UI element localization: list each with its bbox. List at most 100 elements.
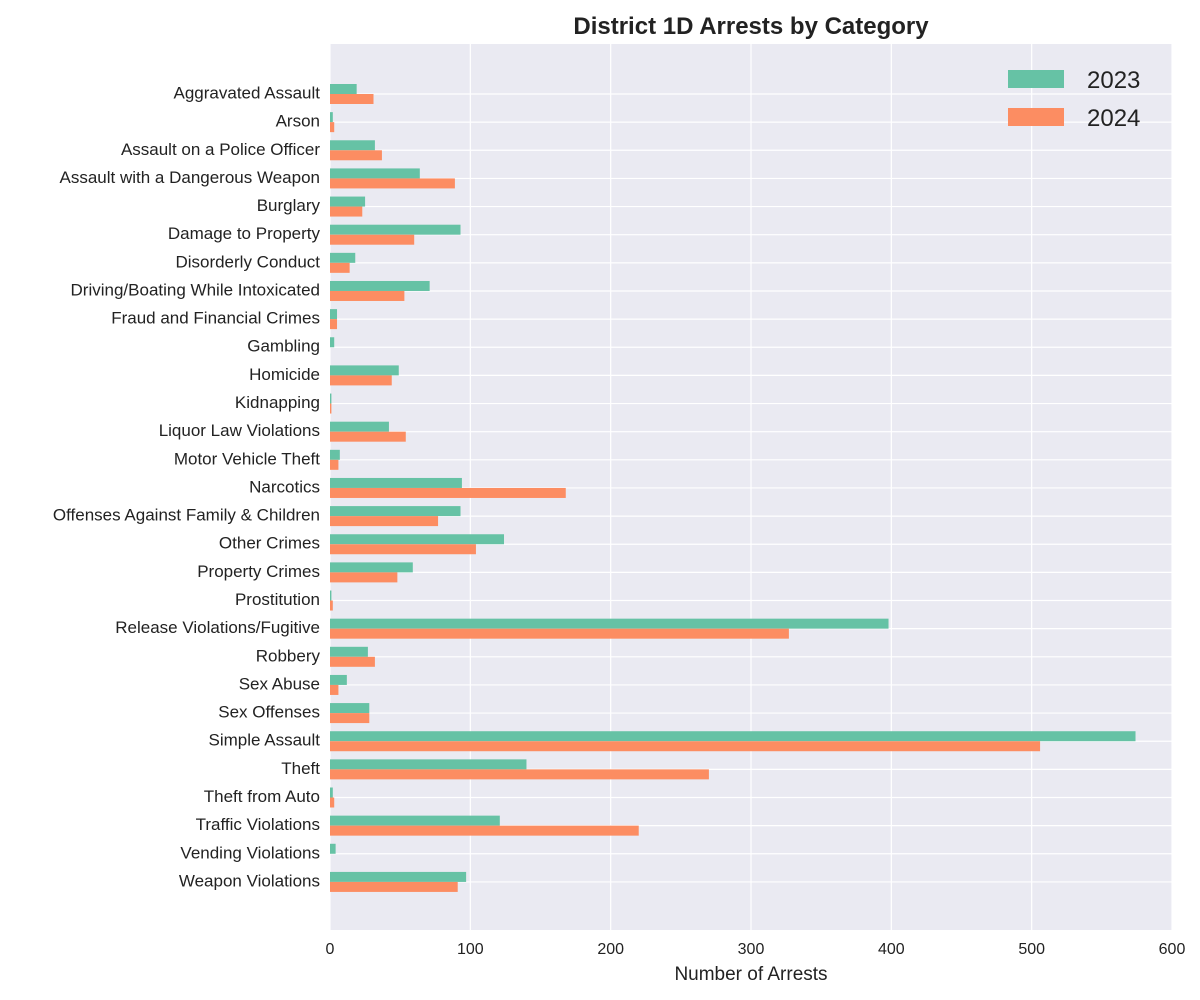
bar-2023 xyxy=(330,590,332,601)
bar-2023 xyxy=(330,703,370,714)
y-tick-label: Aggravated Assault xyxy=(174,83,321,102)
bar-2024 xyxy=(330,403,332,414)
y-tick-label: Sex Abuse xyxy=(239,674,320,693)
bar-2023 xyxy=(330,815,500,826)
x-tick-label: 500 xyxy=(1018,941,1045,958)
y-tick-label: Homicide xyxy=(249,365,320,384)
y-tick-label: Release Violations/Fugitive xyxy=(115,618,320,637)
y-tick-label: Gambling xyxy=(247,337,320,356)
bar-2023 xyxy=(330,787,333,798)
y-tick-label: Robbery xyxy=(256,646,321,665)
y-tick-label: Theft xyxy=(281,759,320,778)
bar-2024 xyxy=(330,544,476,555)
gridlines xyxy=(329,44,1173,930)
bar-2024 xyxy=(330,122,335,133)
y-tick-label: Other Crimes xyxy=(219,534,320,553)
x-tick-label: 300 xyxy=(738,941,765,958)
bar-2023 xyxy=(330,759,527,770)
y-axis-tick-labels: Aggravated Assault Arson Assault on a Poli… xyxy=(53,83,321,890)
bar-2023 xyxy=(330,646,368,657)
x-tick-label: 400 xyxy=(878,941,905,958)
bar-2023 xyxy=(330,477,462,488)
bar-2023 xyxy=(330,562,413,573)
bars xyxy=(330,84,1136,892)
bar-2023 xyxy=(330,168,420,179)
bar-2024 xyxy=(330,881,458,892)
y-tick-label: Driving/Boating While Intoxicated xyxy=(71,280,320,299)
bar-2023 xyxy=(330,871,467,882)
bar-2024 xyxy=(330,375,392,386)
y-tick-label: Sex Offenses xyxy=(218,703,320,722)
legend-swatch-2024 xyxy=(1008,108,1064,126)
y-tick-label: Simple Assault xyxy=(209,731,321,750)
y-tick-label: Property Crimes xyxy=(197,562,320,581)
bar-2024 xyxy=(330,572,398,583)
bar-2024 xyxy=(330,797,335,808)
bar-2023 xyxy=(330,112,333,123)
y-tick-label: Liquor Law Violations xyxy=(159,421,320,440)
y-tick-label: Vending Violations xyxy=(180,843,320,862)
bar-2023 xyxy=(330,674,347,685)
y-tick-label: Assault with a Dangerous Weapon xyxy=(59,168,320,187)
bar-2024 xyxy=(330,262,350,273)
bar-2023 xyxy=(330,196,366,207)
x-tick-label: 100 xyxy=(457,941,484,958)
bar-2024 xyxy=(330,628,789,639)
bar-2024 xyxy=(330,459,339,470)
bar-2024 xyxy=(330,769,709,780)
bar-2023 xyxy=(330,337,335,348)
bar-2023 xyxy=(330,280,430,291)
x-tick-label: 600 xyxy=(1159,941,1186,958)
bar-2024 xyxy=(330,656,375,667)
y-tick-label: Weapon Violations xyxy=(179,871,320,890)
y-tick-label: Prostitution xyxy=(235,590,320,609)
y-tick-label: Kidnapping xyxy=(235,393,320,412)
bar-2023 xyxy=(330,449,340,460)
legend-label-2023: 2023 xyxy=(1087,67,1140,94)
y-tick-label: Traffic Violations xyxy=(196,815,320,834)
bar-2024 xyxy=(330,713,370,724)
bar-2024 xyxy=(330,600,333,611)
y-tick-label: Theft from Auto xyxy=(204,787,320,806)
y-tick-label: Burglary xyxy=(257,196,321,215)
x-tick-label: 0 xyxy=(326,941,335,958)
bar-2023 xyxy=(330,252,356,263)
y-tick-label: Disorderly Conduct xyxy=(175,252,320,271)
y-tick-label: Arson xyxy=(276,112,320,131)
x-axis-label: Number of Arrests xyxy=(674,964,827,985)
bar-2023 xyxy=(330,309,338,320)
bar-2024 xyxy=(330,319,338,330)
bar-2023 xyxy=(330,843,336,854)
y-tick-label: Damage to Property xyxy=(168,224,321,243)
bar-2024 xyxy=(330,684,339,695)
bar-2023 xyxy=(330,393,332,404)
legend: 2023 2024 xyxy=(1008,67,1140,132)
y-tick-label: Assault on a Police Officer xyxy=(121,140,320,159)
bar-2023 xyxy=(330,421,389,432)
legend-swatch-2023 xyxy=(1008,70,1064,88)
bar-2024 xyxy=(330,94,374,104)
y-tick-label: Motor Vehicle Theft xyxy=(174,449,320,468)
x-tick-label: 200 xyxy=(597,941,624,958)
legend-label-2024: 2024 xyxy=(1087,105,1140,132)
bar-2024 xyxy=(330,178,455,189)
bar-2024 xyxy=(330,741,1041,752)
y-tick-label: Narcotics xyxy=(249,477,320,496)
bar-2024 xyxy=(330,431,406,442)
bar-2024 xyxy=(330,516,439,527)
bar-2024 xyxy=(330,150,382,161)
bar-2023 xyxy=(330,140,375,151)
bar-2023 xyxy=(330,731,1136,742)
bar-2024 xyxy=(330,290,405,301)
x-axis-tick-labels: 0 100 200 300 400 500 600 xyxy=(326,941,1186,958)
y-tick-label: Fraud and Financial Crimes xyxy=(111,309,320,328)
bar-2024 xyxy=(330,487,566,498)
bar-2024 xyxy=(330,825,639,836)
bar-2023 xyxy=(330,506,461,517)
bar-2024 xyxy=(330,206,363,217)
y-tick-label: Offenses Against Family & Children xyxy=(53,506,320,525)
bar-2024 xyxy=(330,234,415,245)
bar-2023 xyxy=(330,534,505,545)
bar-2023 xyxy=(330,224,461,235)
